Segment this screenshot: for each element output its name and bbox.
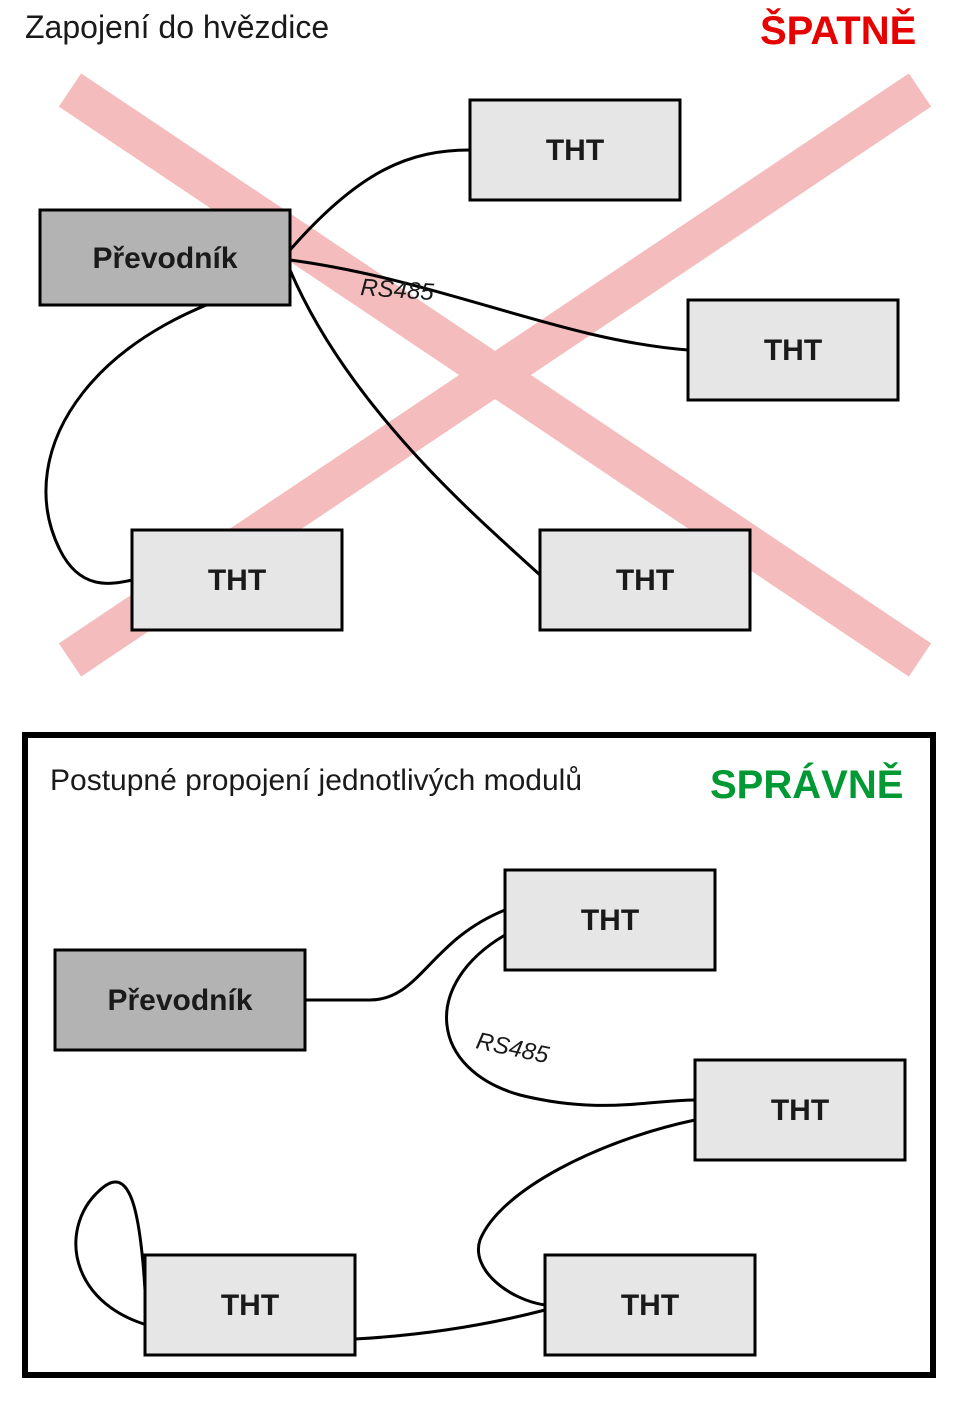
box-tht-right: THT xyxy=(695,1060,905,1160)
box-tht-bc: THT xyxy=(540,530,750,630)
panel-wrong: Převodník THT THT THT THT Zapojení do hv… xyxy=(25,7,920,660)
panel-correct-title: Postupné propojení jednotlivých modulů xyxy=(50,764,582,797)
panel-wrong-title: Zapojení do hvězdice xyxy=(25,9,329,45)
panel-correct: Převodník THT THT THT THT Postupné propo… xyxy=(25,735,933,1375)
wire-label: RS485 xyxy=(360,274,436,306)
tht-label: THT xyxy=(771,1094,829,1127)
tht-label: THT xyxy=(616,564,674,597)
box-converter: Převodník xyxy=(55,950,305,1050)
diagram-svg: Převodník THT THT THT THT Zapojení do hv… xyxy=(0,0,958,1403)
box-tht-top: THT xyxy=(505,870,715,970)
tht-label: THT xyxy=(621,1289,679,1322)
box-tht-bc: THT xyxy=(545,1255,755,1355)
tht-label: THT xyxy=(581,904,639,937)
box-tht-right: THT xyxy=(688,300,898,400)
converter-label: Převodník xyxy=(92,242,237,275)
box-tht-bl: THT xyxy=(132,530,342,630)
status-correct-label: SPRÁVNĚ xyxy=(710,761,903,807)
box-tht-top: THT xyxy=(470,100,680,200)
box-tht-bl: THT xyxy=(145,1255,355,1355)
converter-label: Převodník xyxy=(107,984,252,1017)
tht-label: THT xyxy=(546,134,604,167)
status-wrong-label: ŠPATNĚ xyxy=(760,7,916,53)
tht-label: THT xyxy=(764,334,822,367)
page: Převodník THT THT THT THT Zapojení do hv… xyxy=(0,0,958,1403)
box-converter: Převodník xyxy=(40,210,290,305)
tht-label: THT xyxy=(208,564,266,597)
tht-label: THT xyxy=(221,1289,279,1322)
